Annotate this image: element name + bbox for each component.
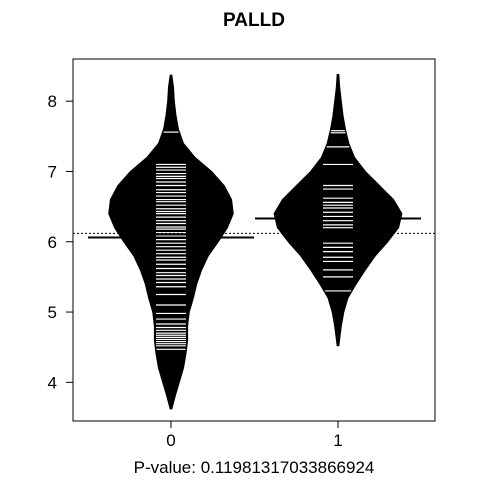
x-tick-label: 1	[333, 431, 342, 450]
y-tick-label: 8	[48, 92, 57, 111]
bean-1	[273, 73, 403, 347]
axes-layer: 4 5 6 7 8 0 1	[48, 58, 436, 450]
x-tick-label: 0	[166, 431, 175, 450]
y-tick-label: 6	[48, 233, 57, 252]
y-tick-label: 7	[48, 162, 57, 181]
chart-title: PALLD	[223, 10, 285, 31]
y-tick-label: 4	[48, 373, 57, 392]
y-tick-label: 5	[48, 303, 57, 322]
x-axis-label: P-value: 0.11981317033866924	[134, 458, 375, 477]
bean-0	[108, 74, 234, 410]
beans-layer	[88, 73, 421, 410]
